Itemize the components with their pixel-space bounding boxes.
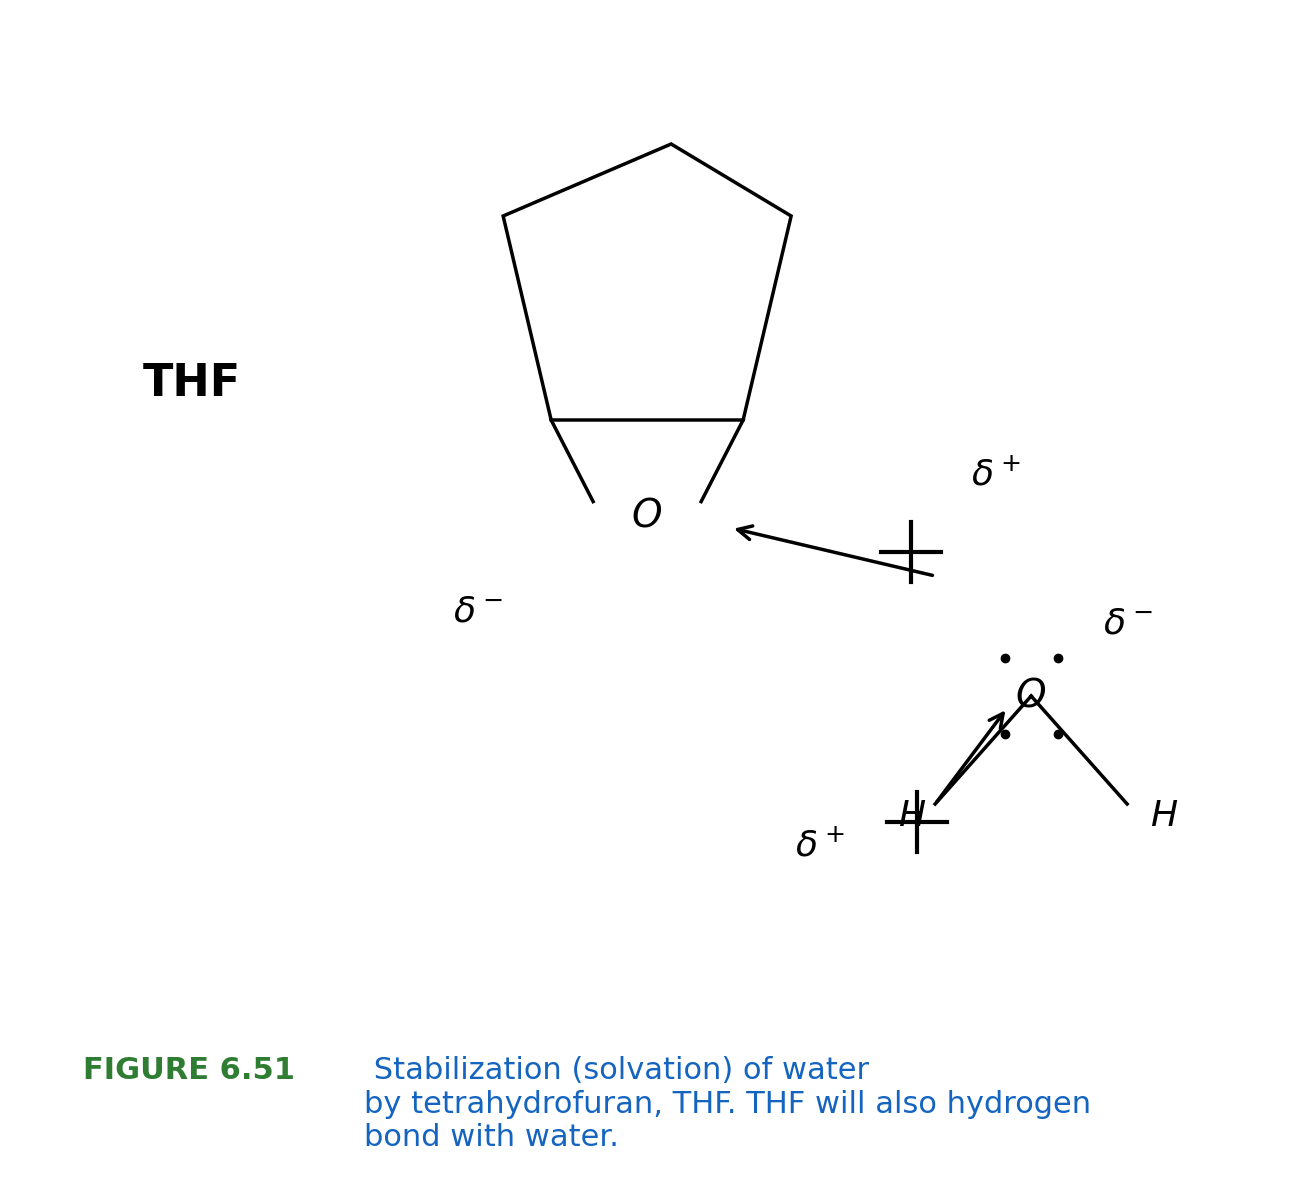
- Text: THF: THF: [143, 362, 242, 406]
- Text: $\delta^+$: $\delta^+$: [796, 829, 845, 863]
- Text: H: H: [897, 799, 924, 833]
- Text: $\delta^-$: $\delta^-$: [1104, 607, 1153, 641]
- Text: O: O: [1015, 677, 1046, 715]
- Text: H: H: [1149, 799, 1176, 833]
- Text: O: O: [632, 497, 663, 535]
- Text: $\delta^+$: $\delta^+$: [971, 457, 1021, 492]
- Text: Stabilization (solvation) of water
by tetrahydrofuran, THF. THF will also hydrog: Stabilization (solvation) of water by te…: [364, 1056, 1092, 1152]
- Text: FIGURE 6.51: FIGURE 6.51: [83, 1056, 295, 1085]
- Text: $\delta^-$: $\delta^-$: [454, 595, 503, 629]
